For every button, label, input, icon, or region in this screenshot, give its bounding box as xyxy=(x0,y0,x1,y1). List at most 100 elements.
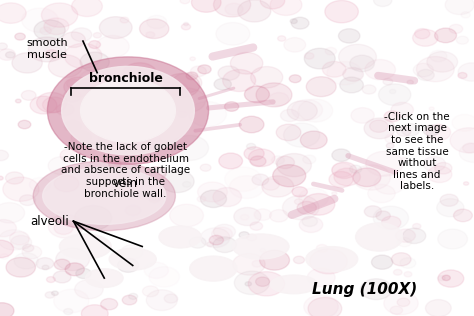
Circle shape xyxy=(340,77,364,93)
Circle shape xyxy=(392,253,411,266)
Circle shape xyxy=(244,147,264,160)
Circle shape xyxy=(198,182,228,202)
Circle shape xyxy=(139,19,169,39)
Circle shape xyxy=(332,192,337,195)
Circle shape xyxy=(442,275,450,281)
Circle shape xyxy=(423,156,446,172)
Circle shape xyxy=(172,73,202,93)
Circle shape xyxy=(350,165,362,173)
Circle shape xyxy=(147,15,167,29)
Circle shape xyxy=(251,67,283,88)
Circle shape xyxy=(384,111,401,122)
Circle shape xyxy=(449,24,463,33)
Circle shape xyxy=(413,29,438,46)
Circle shape xyxy=(332,163,353,177)
Circle shape xyxy=(458,63,474,81)
Circle shape xyxy=(291,17,309,29)
Circle shape xyxy=(0,220,16,237)
Circle shape xyxy=(44,18,69,34)
Circle shape xyxy=(306,77,336,97)
Circle shape xyxy=(76,268,91,279)
Circle shape xyxy=(207,242,214,246)
Circle shape xyxy=(9,232,29,245)
Circle shape xyxy=(21,90,36,100)
Circle shape xyxy=(143,286,159,297)
Circle shape xyxy=(161,170,194,192)
Circle shape xyxy=(223,70,255,92)
Circle shape xyxy=(332,162,356,179)
Circle shape xyxy=(169,88,206,112)
Circle shape xyxy=(52,291,58,295)
Circle shape xyxy=(384,292,418,315)
Circle shape xyxy=(379,84,411,106)
Circle shape xyxy=(307,268,335,287)
Circle shape xyxy=(64,43,102,69)
Circle shape xyxy=(256,83,292,107)
Circle shape xyxy=(248,272,285,296)
Circle shape xyxy=(10,235,32,249)
Text: -Click on the
next image
to see the
same tissue
without
lines and
labels.: -Click on the next image to see the same… xyxy=(384,112,450,191)
Circle shape xyxy=(304,295,338,316)
Circle shape xyxy=(353,168,381,187)
Circle shape xyxy=(353,165,391,190)
Circle shape xyxy=(289,75,301,83)
Circle shape xyxy=(71,28,92,41)
Circle shape xyxy=(96,35,129,58)
Circle shape xyxy=(12,53,42,73)
Ellipse shape xyxy=(109,248,156,270)
Circle shape xyxy=(146,290,177,311)
Circle shape xyxy=(146,32,155,38)
Circle shape xyxy=(191,66,206,76)
Circle shape xyxy=(376,211,390,221)
Circle shape xyxy=(78,69,116,94)
Circle shape xyxy=(110,100,124,110)
Circle shape xyxy=(128,130,161,152)
Circle shape xyxy=(82,305,108,316)
Circle shape xyxy=(43,97,66,112)
Circle shape xyxy=(126,205,141,216)
Circle shape xyxy=(218,66,239,80)
Circle shape xyxy=(240,215,249,220)
Circle shape xyxy=(148,191,163,201)
Circle shape xyxy=(292,100,323,120)
Circle shape xyxy=(189,237,206,248)
Circle shape xyxy=(450,128,474,153)
Circle shape xyxy=(16,99,21,103)
Circle shape xyxy=(98,125,131,147)
Circle shape xyxy=(64,120,81,132)
Ellipse shape xyxy=(356,223,403,251)
Text: bronchiole: bronchiole xyxy=(89,72,163,85)
Circle shape xyxy=(225,167,261,191)
Circle shape xyxy=(412,223,421,229)
Circle shape xyxy=(54,259,70,270)
Circle shape xyxy=(201,190,227,208)
Ellipse shape xyxy=(159,226,201,248)
Circle shape xyxy=(209,235,224,245)
Circle shape xyxy=(0,303,14,316)
Circle shape xyxy=(277,154,311,177)
Circle shape xyxy=(283,123,320,147)
Circle shape xyxy=(281,109,299,122)
Circle shape xyxy=(200,164,211,171)
Circle shape xyxy=(42,265,49,270)
Circle shape xyxy=(325,47,337,55)
Circle shape xyxy=(297,201,316,214)
Circle shape xyxy=(109,160,121,168)
Circle shape xyxy=(404,272,412,277)
Circle shape xyxy=(364,118,395,139)
Circle shape xyxy=(0,203,25,223)
Circle shape xyxy=(34,20,65,41)
Circle shape xyxy=(400,258,416,268)
Circle shape xyxy=(54,222,73,234)
Circle shape xyxy=(47,57,209,164)
Circle shape xyxy=(36,258,54,270)
Circle shape xyxy=(6,172,24,184)
Circle shape xyxy=(290,19,297,24)
Circle shape xyxy=(3,177,39,201)
Circle shape xyxy=(385,134,399,143)
Circle shape xyxy=(248,149,275,167)
Circle shape xyxy=(283,195,319,220)
Circle shape xyxy=(74,280,103,299)
Circle shape xyxy=(464,182,469,185)
Circle shape xyxy=(146,167,166,180)
